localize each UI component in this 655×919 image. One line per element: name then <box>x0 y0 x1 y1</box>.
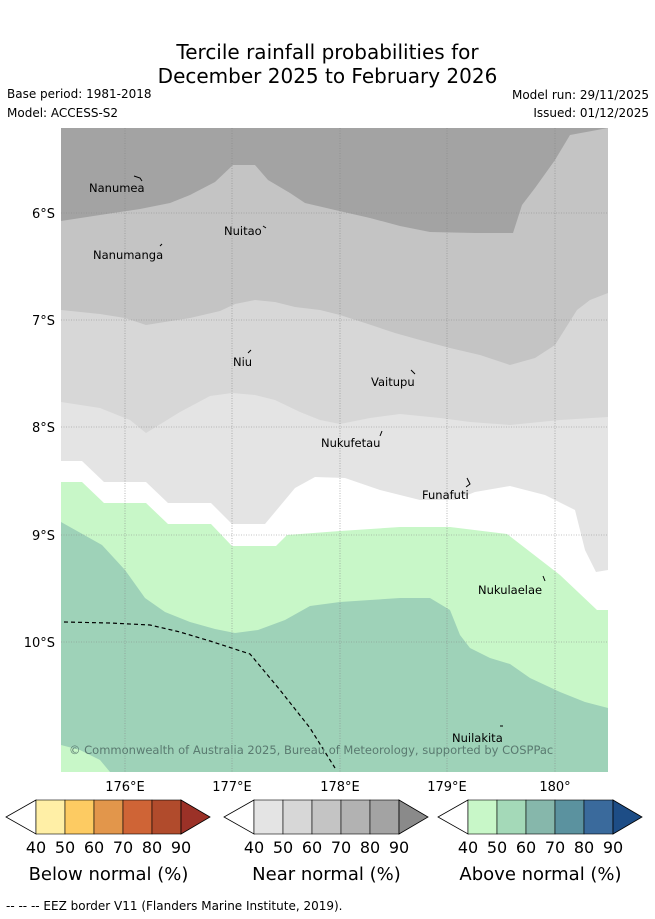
lat-label: 6°S <box>32 207 55 222</box>
colorbar-title: Above normal (%) <box>459 864 621 885</box>
copyright-text: © Commonwealth of Australia 2025, Bureau… <box>69 743 553 757</box>
colorbar-tick-label: 40 <box>26 838 46 857</box>
colorbar-tick-label: 90 <box>389 838 409 857</box>
colorbar-tick-label: 40 <box>244 838 264 857</box>
colorbar-segment <box>35 799 66 835</box>
place-label: Vaitupu <box>371 375 415 389</box>
colorbars: 40 50 60 70 80 90 Below normal (%) 40 50 60 70 80 90… <box>5 799 643 885</box>
colorbar-tick-label: 60 <box>302 838 322 857</box>
colorbar-tick-label: 80 <box>574 838 594 857</box>
colorbar-segment <box>311 799 342 835</box>
graticule <box>61 128 608 772</box>
colorbar-segment <box>151 799 182 835</box>
colorbar-high-arrow <box>180 799 211 835</box>
colorbar-title: Below normal (%) <box>29 864 189 885</box>
place-label: Nukulaelae <box>478 583 542 597</box>
colorbar-low-arrow <box>223 799 255 835</box>
eez-footnote: -- -- -- EEZ border V11 (Flanders Marine… <box>6 899 343 913</box>
colorbar-tick-label: 40 <box>458 838 478 857</box>
title-line-1: Tercile rainfall probabilities for <box>176 40 479 64</box>
map-title: Tercile rainfall probabilities for Decem… <box>0 40 655 88</box>
title-line-2: December 2025 to February 2026 <box>157 64 498 88</box>
colorbar-high-arrow <box>398 799 429 835</box>
colorbar-segment <box>282 799 313 835</box>
colorbar-segment <box>525 799 556 835</box>
colorbar-tick-label: 50 <box>487 838 507 857</box>
colorbar-high-arrow <box>612 799 643 835</box>
above-normal-50-region <box>61 522 608 772</box>
lat-label: 8°S <box>32 421 55 436</box>
eez-border <box>63 621 336 769</box>
place-label: Nanumanga <box>93 248 163 262</box>
colorbar-tick-label: 70 <box>331 838 351 857</box>
colorbar-tick-label: 50 <box>55 838 75 857</box>
place-label: Nuilakita <box>452 731 503 745</box>
colorbar-segment <box>467 799 498 835</box>
colorbar-segment <box>253 799 284 835</box>
place-label: Nanumea <box>89 181 145 195</box>
base-period: Base period: 1981-2018 <box>7 87 152 101</box>
model-run: Model run: 29/11/2025 <box>511 88 649 102</box>
colorbar-tick-label: 70 <box>113 838 133 857</box>
colorbar-title: Near normal (%) <box>252 864 401 885</box>
colorbar-segment <box>369 799 400 835</box>
colorbar-segment <box>583 799 614 835</box>
place-label: Niu <box>233 355 252 369</box>
colorbar-tick-label: 90 <box>603 838 623 857</box>
place-label: Funafuti <box>422 488 469 502</box>
lon-label: 179°E <box>427 780 467 795</box>
lon-label: 180° <box>539 780 570 795</box>
probability-map <box>61 128 608 772</box>
colorbar-segment <box>340 799 371 835</box>
colorbar-tick-label: 80 <box>142 838 162 857</box>
place-label: Nukufetau <box>321 436 380 450</box>
colorbar-tick-label: 80 <box>360 838 380 857</box>
colorbar-segment <box>93 799 124 835</box>
lon-label: 177°E <box>212 780 252 795</box>
colorbar-tick-label: 70 <box>545 838 565 857</box>
lon-label: 176°E <box>105 780 145 795</box>
colorbar-segment <box>496 799 527 835</box>
lat-label: 7°S <box>32 314 55 329</box>
colorbar-tick-label: 60 <box>84 838 104 857</box>
colorbar-segment <box>64 799 95 835</box>
place-label: Nuitao <box>224 224 262 238</box>
colorbar-tick-label: 50 <box>273 838 293 857</box>
colorbar-tick-label: 60 <box>516 838 536 857</box>
island-shapes <box>133 175 546 727</box>
lat-label: 10°S <box>24 636 55 651</box>
issued-date: Issued: 01/12/2025 <box>533 106 649 120</box>
colorbar-segment <box>554 799 585 835</box>
lat-label: 9°S <box>32 529 55 544</box>
colorbar-tick-label: 90 <box>171 838 191 857</box>
lon-label: 178°E <box>320 780 360 795</box>
near-normal-70-region <box>61 128 608 233</box>
model-name: Model: ACCESS-S2 <box>7 106 119 120</box>
colorbar-segment <box>122 799 153 835</box>
colorbar-low-arrow <box>5 799 37 835</box>
colorbar-low-arrow <box>437 799 469 835</box>
